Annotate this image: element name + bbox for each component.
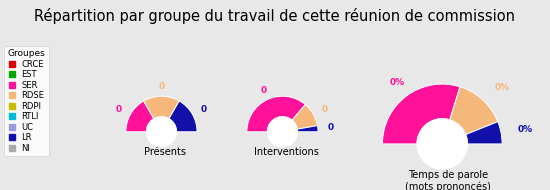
Legend: CRCE, EST, SER, RDSE, RDPI, RTLI, UC, LR, NI: CRCE, EST, SER, RDSE, RDPI, RTLI, UC, LR…: [4, 46, 48, 156]
Text: 0: 0: [260, 86, 266, 95]
Text: 0: 0: [322, 105, 328, 113]
Text: 0: 0: [328, 123, 334, 132]
Text: Interventions: Interventions: [254, 147, 318, 158]
Wedge shape: [292, 105, 317, 129]
Text: 0%: 0%: [518, 125, 532, 134]
Text: 0: 0: [158, 82, 164, 91]
Wedge shape: [126, 101, 154, 132]
Circle shape: [146, 117, 177, 147]
Wedge shape: [297, 126, 318, 132]
Wedge shape: [247, 96, 305, 132]
Circle shape: [417, 119, 467, 169]
Text: Répartition par groupe du travail de cette réunion de commission: Répartition par groupe du travail de cet…: [35, 8, 515, 24]
Wedge shape: [466, 122, 502, 144]
Wedge shape: [450, 87, 498, 135]
Text: Présents: Présents: [144, 147, 186, 158]
Text: 0%: 0%: [494, 83, 509, 92]
Text: 0: 0: [201, 105, 207, 113]
Text: Temps de parole
(mots prononcés): Temps de parole (mots prononcés): [405, 170, 491, 190]
Text: 0: 0: [116, 105, 122, 113]
Circle shape: [267, 117, 298, 147]
Wedge shape: [382, 84, 460, 144]
Text: 0%: 0%: [389, 78, 404, 87]
Wedge shape: [144, 96, 179, 119]
Wedge shape: [169, 101, 197, 132]
